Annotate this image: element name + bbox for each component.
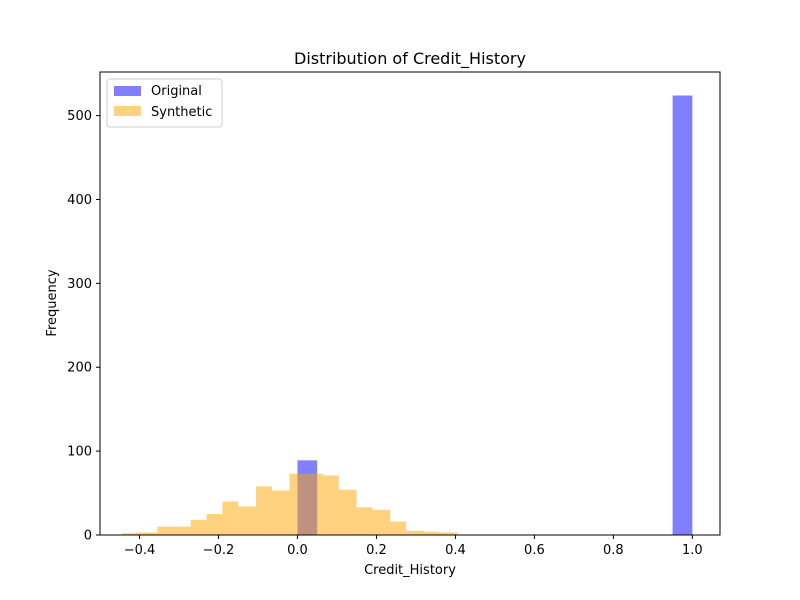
y-tick-label: 500 [67,109,92,124]
bar-synthetic-0 [121,533,136,535]
x-axis-title: Credit_History [364,563,456,578]
x-tick-label: −0.4 [124,543,156,558]
legend-swatch-original [114,86,141,96]
bar-synthetic-1 [135,532,158,535]
bar-synthetic-11 [338,489,357,535]
x-axis: −0.4 −0.2 0.0 0.2 0.4 0.6 0.8 1.0 [124,535,703,558]
legend-label-original: Original [151,84,202,99]
bar-synthetic-5 [222,501,239,535]
x-tick-label: 0.6 [524,543,545,558]
x-tick-label: 1.0 [682,543,703,558]
bar-synthetic-16 [423,531,440,535]
y-axis: 0 100 200 300 400 500 [67,109,100,544]
bar-synthetic-14 [390,521,407,535]
bar-synthetic-6 [238,506,256,535]
bar-synthetic-13 [372,509,391,535]
legend: Original Synthetic [106,78,223,128]
x-tick-label: 0.0 [287,543,308,558]
bar-synthetic-15 [406,530,424,535]
y-tick-label: 300 [67,277,92,292]
chart-title: Distribution of Credit_History [294,49,526,69]
bars-layer [121,95,693,535]
bar-synthetic-8 [271,490,290,535]
legend-label-synthetic: Synthetic [151,105,212,120]
plot-area-frame [99,71,721,536]
x-tick-label: 0.4 [445,543,466,558]
x-tick-label: 0.8 [603,543,624,558]
bar-original-1 [672,95,693,535]
x-tick-label: −0.2 [203,543,235,558]
bar-synthetic-9 [289,473,324,535]
legend-swatch-synthetic [114,106,141,116]
y-tick-label: 100 [67,445,92,460]
y-tick-label: 0 [84,529,92,544]
bar-synthetic-17 [439,532,458,535]
y-axis-title: Frequency [45,269,60,336]
y-tick-label: 400 [67,193,92,208]
bar-synthetic-10 [323,475,339,535]
bar-synthetic-7 [255,486,272,535]
y-tick-label: 200 [67,361,92,376]
bar-synthetic-2 [157,526,191,535]
x-tick-label: 0.2 [366,543,387,558]
bar-synthetic-3 [190,519,207,535]
bar-synthetic-12 [356,507,373,535]
bar-synthetic-4 [206,514,223,535]
